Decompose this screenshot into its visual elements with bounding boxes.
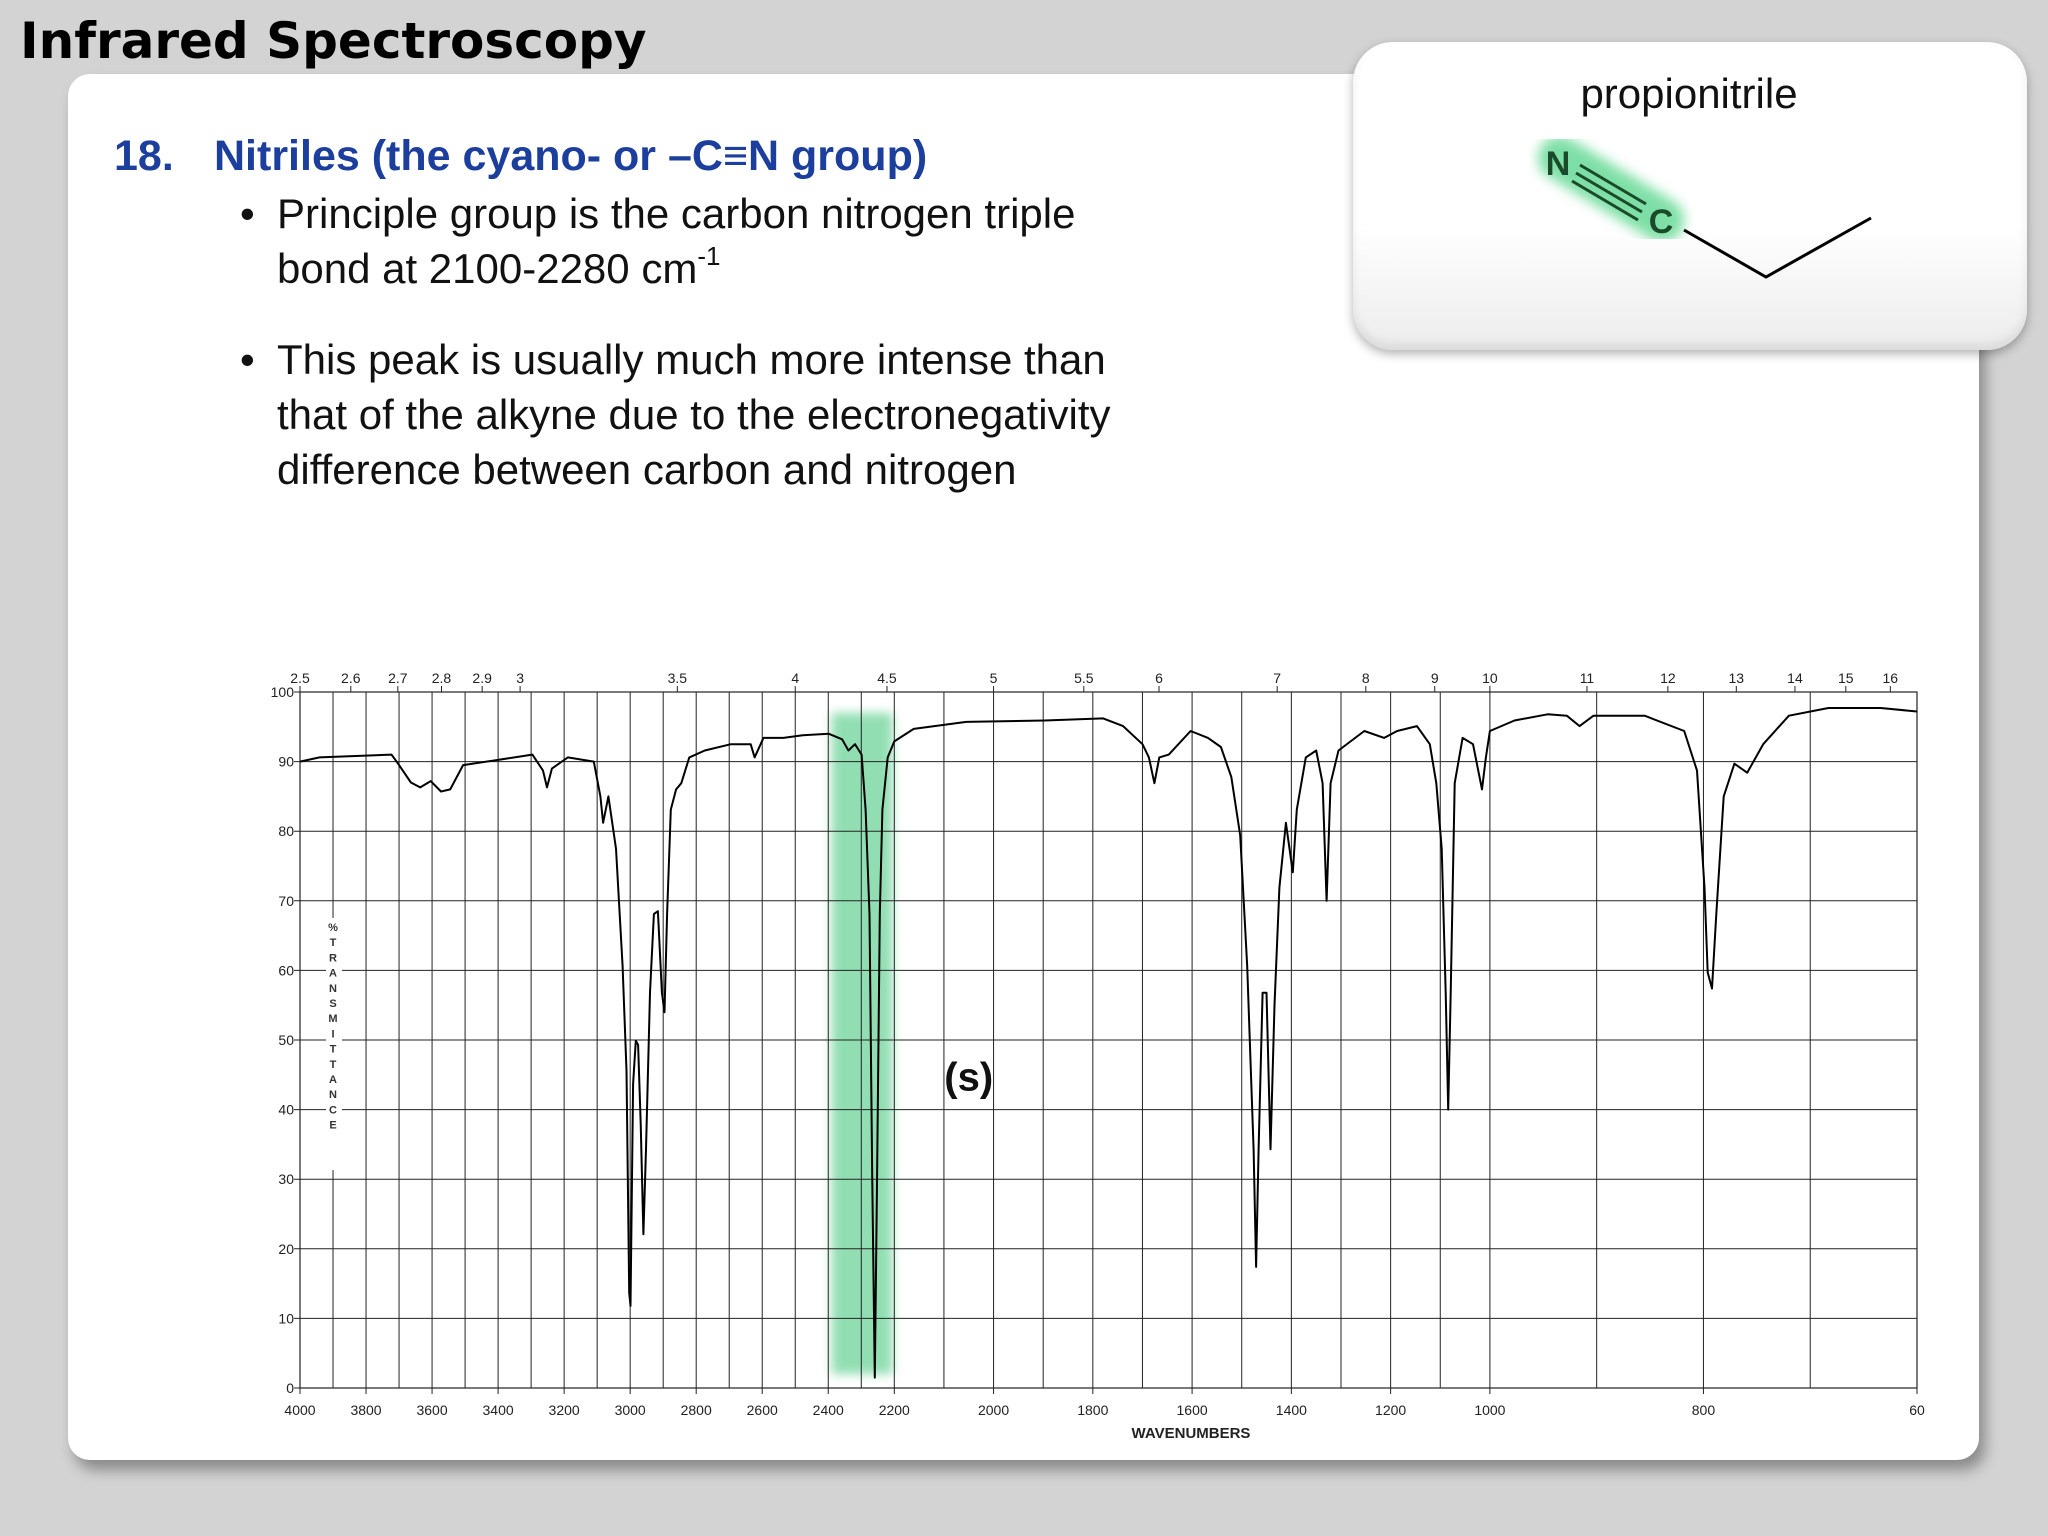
x-tick-label: 3000 — [615, 1402, 646, 1418]
x2-tick-label: 2.7 — [388, 670, 408, 686]
x-tick-label: 3600 — [416, 1402, 447, 1418]
x-axis-label: WAVENUMBERS — [1132, 1425, 1251, 1442]
slide-title: Infrared Spectroscopy — [20, 12, 647, 70]
x-tick-label: 1200 — [1375, 1402, 1406, 1418]
plot-frame — [299, 691, 1918, 1389]
heading: 18. Nitriles (the cyano- or –C≡N group) — [114, 132, 927, 181]
x2-tick-label: 2.8 — [432, 670, 452, 686]
y-tick-label: 90 — [278, 754, 294, 770]
bullet-line: Principle group is the carbon nitrogen t… — [277, 190, 1076, 237]
x-tick-label: 3200 — [549, 1402, 580, 1418]
atom-label: C — [1649, 203, 1674, 241]
x2-tick-label: 2.9 — [472, 670, 492, 686]
x-tick-label: 3400 — [483, 1402, 514, 1418]
x2-tick-label: 14 — [1787, 670, 1803, 686]
x2-tick-label: 15 — [1838, 670, 1854, 686]
annotation: (s) — [944, 1055, 993, 1099]
highlight-band — [831, 712, 893, 1375]
heading-number: 18. — [114, 132, 174, 180]
bullet-line: This peak is usually much more intense t… — [277, 336, 1106, 383]
x2-tick-label: 4.5 — [877, 670, 897, 686]
heading-text: Nitriles (the cyano- or –C≡N group) — [214, 132, 928, 180]
spectrum-line — [299, 707, 1918, 1379]
x2-tick-label: 7 — [1273, 670, 1281, 686]
triple-bond — [1571, 163, 1647, 222]
y-tick-label: 70 — [278, 893, 294, 909]
x2-tick-label: 8 — [1362, 670, 1370, 686]
y-tick-label: 10 — [278, 1310, 294, 1326]
molecule: propionitrile N C — [1538, 70, 1872, 279]
x2-tick-label: 5 — [990, 670, 998, 686]
x-tick-label: 3800 — [350, 1402, 381, 1418]
y-tick-label: 80 — [278, 823, 294, 839]
x2-tick-label: 5.5 — [1074, 670, 1094, 686]
x2-tick-label: 10 — [1482, 670, 1498, 686]
x2-tick-label: 9 — [1431, 670, 1439, 686]
y-tick-label: 20 — [278, 1241, 294, 1257]
x2-tick-label: 6 — [1155, 670, 1163, 686]
highlight-glow — [1538, 136, 1684, 242]
bullet-line: bond at 2100-2280 cm — [277, 245, 698, 292]
label-backdrop — [326, 918, 342, 1170]
x-tick-label: 1600 — [1177, 1402, 1208, 1418]
bullet-line: that of the alkyne due to the electroneg… — [277, 391, 1111, 438]
x-tick-label: 1000 — [1474, 1402, 1505, 1418]
x-tick-label: 2200 — [879, 1402, 910, 1418]
carbon-chain — [1683, 216, 1872, 279]
x-tick-label: 2600 — [747, 1402, 778, 1418]
atom-label: N — [1546, 145, 1571, 183]
y-tick-label: 40 — [278, 1102, 294, 1118]
y-tick-label: 0 — [286, 1380, 294, 1396]
y-tick-label: 100 — [271, 684, 295, 700]
molecule-box — [1353, 42, 2027, 350]
y-tick-label: 50 — [278, 1032, 294, 1048]
x2-tick-label: 2.6 — [341, 670, 361, 686]
x-tick-label: 1400 — [1276, 1402, 1307, 1418]
molecule-name: propionitrile — [1580, 70, 1797, 117]
x2-tick-label: 11 — [1580, 670, 1595, 686]
x2-tick-label: 3.5 — [668, 670, 688, 686]
x-tick-label: 2800 — [681, 1402, 712, 1418]
y-tick-label: 30 — [278, 1171, 294, 1187]
x2-tick-label: 16 — [1883, 670, 1899, 686]
x-tick-label: 2000 — [978, 1402, 1009, 1418]
bullet-line: difference between carbon and nitrogen — [277, 446, 1017, 493]
x-tick-label: 2400 — [813, 1402, 844, 1418]
y-axis-label: %TRANSMITTANCE — [327, 922, 339, 1135]
x-tick-label: 1800 — [1077, 1402, 1108, 1418]
x-tick-label: 60 — [1909, 1402, 1925, 1418]
x2-tick-label: 12 — [1660, 670, 1676, 686]
bullet: • This peak is usually much more intense … — [240, 332, 1111, 497]
x2-tick-label: 2.5 — [290, 670, 310, 686]
x-tick-label: 4000 — [284, 1402, 315, 1418]
y-tick-label: 60 — [278, 962, 294, 978]
x2-tick-label: 3 — [516, 670, 524, 686]
x-tick-label: 800 — [1692, 1402, 1716, 1418]
superscript: -1 — [697, 241, 721, 271]
x2-tick-label: 4 — [791, 670, 799, 686]
bullet: • Principle group is the carbon nitrogen … — [240, 186, 1075, 296]
x2-tick-label: 13 — [1729, 670, 1745, 686]
